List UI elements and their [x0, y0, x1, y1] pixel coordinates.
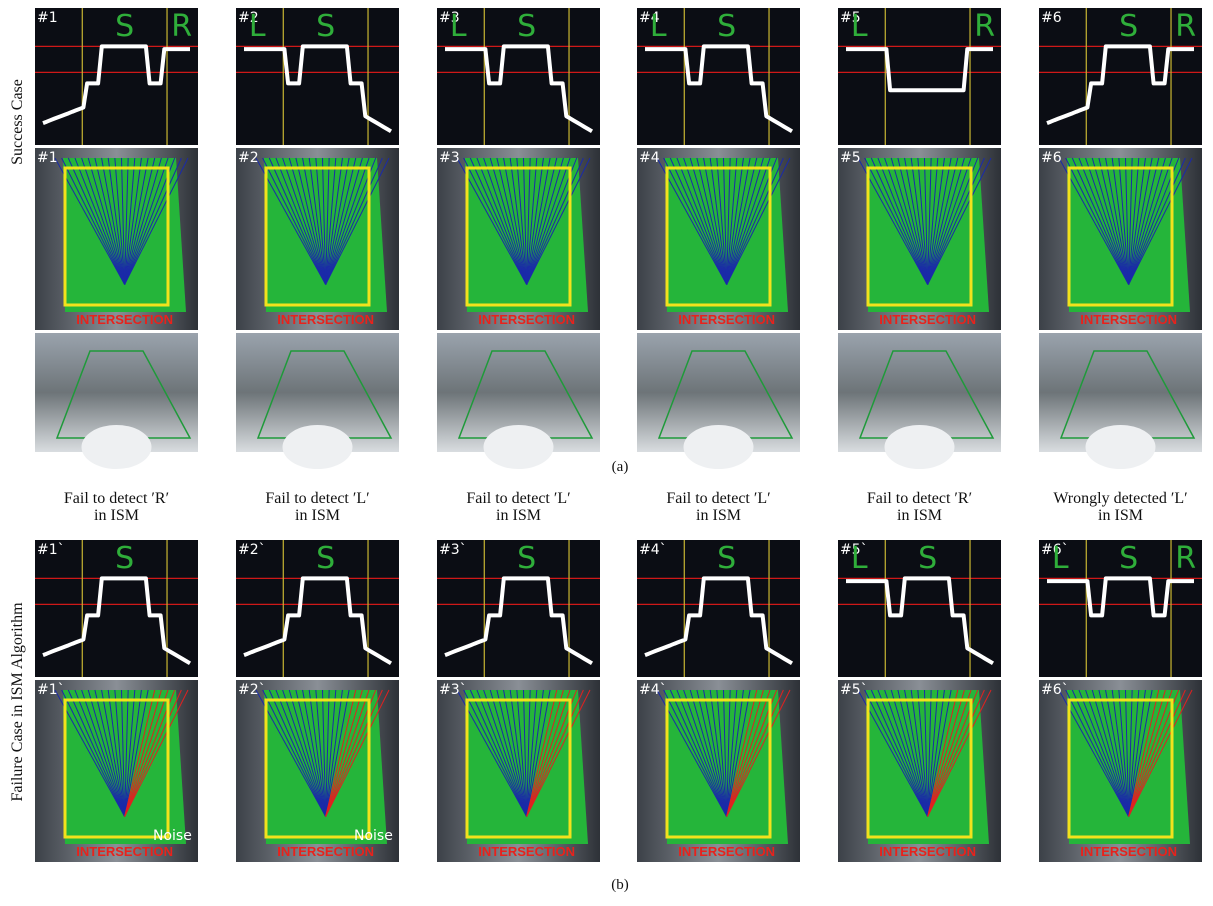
direction-letter: L: [851, 541, 868, 576]
direction-letter: S: [316, 9, 335, 44]
panel-id: #2: [238, 150, 259, 166]
case-caption: in ISM: [94, 507, 139, 524]
noise-label: Noise: [354, 828, 393, 844]
panel-id: #2`: [238, 542, 266, 558]
vehicle-hood: [484, 425, 554, 469]
direction-letter: S: [1119, 541, 1138, 576]
panel-id: #4`: [639, 682, 667, 698]
case-caption: Fail to detect ′L′: [265, 490, 369, 507]
panel-id: #1`: [37, 682, 65, 698]
section-label: (b): [611, 877, 629, 893]
case-caption: in ISM: [1098, 507, 1143, 524]
direction-letter: L: [249, 9, 266, 44]
direction-letter: S: [918, 541, 937, 576]
direction-letter: L: [851, 9, 868, 44]
panel-id: #6: [1041, 150, 1062, 166]
vehicle-hood: [82, 425, 152, 469]
intersection-tag: INTERSECTION: [76, 844, 173, 859]
panel-id: #3: [439, 150, 460, 166]
vehicle-hood: [283, 425, 353, 469]
intersection-tag: INTERSECTION: [678, 844, 775, 859]
panel-id: #1: [37, 10, 58, 26]
panel-id: #5: [840, 150, 861, 166]
direction-letter: S: [717, 541, 736, 576]
direction-letter: S: [517, 541, 536, 576]
direction-letter: R: [974, 9, 995, 44]
case-caption: Wrongly detected ′L′: [1053, 490, 1187, 507]
row-label: Success Case: [9, 79, 26, 165]
intersection-tag: INTERSECTION: [1080, 844, 1177, 859]
direction-letter: S: [316, 541, 335, 576]
direction-letter: R: [1175, 541, 1196, 576]
direction-letter: R: [171, 9, 192, 44]
case-caption: Fail to detect ′L′: [466, 490, 570, 507]
case-caption: in ISM: [897, 507, 942, 524]
case-caption: in ISM: [295, 507, 340, 524]
noise-label: Noise: [153, 828, 192, 844]
case-caption: in ISM: [496, 507, 541, 524]
vehicle-hood: [1086, 425, 1156, 469]
direction-letter: L: [1052, 541, 1069, 576]
intersection-tag: INTERSECTION: [879, 844, 976, 859]
direction-letter: L: [450, 9, 467, 44]
section-label: (a): [612, 459, 629, 475]
panel-id: #6: [1041, 10, 1062, 26]
direction-letter: L: [650, 9, 667, 44]
direction-letter: S: [115, 9, 134, 44]
panel-id: #6`: [1041, 682, 1069, 698]
case-caption: Fail to detect ′L′: [666, 490, 770, 507]
panel-id: #1: [37, 150, 58, 166]
intersection-tag: INTERSECTION: [1080, 312, 1177, 327]
panel-id: #5`: [840, 682, 868, 698]
case-caption: in ISM: [696, 507, 741, 524]
row-label: Failure Case in ISM Algorithm: [9, 602, 26, 802]
panel-id: #2`: [238, 682, 266, 698]
intersection-tag: INTERSECTION: [478, 844, 575, 859]
figure: Success Case Failure Case in ISM Algorit…: [0, 0, 1213, 906]
direction-letter: S: [717, 9, 736, 44]
case-caption: Fail to detect ′R′: [64, 490, 169, 507]
intersection-tag: INTERSECTION: [678, 312, 775, 327]
vehicle-hood: [684, 425, 754, 469]
direction-letter: S: [517, 9, 536, 44]
direction-letter: S: [1119, 9, 1138, 44]
intersection-tag: INTERSECTION: [277, 312, 374, 327]
panel-id: #4: [639, 150, 660, 166]
panel-id: #3`: [439, 542, 467, 558]
vehicle-hood: [885, 425, 955, 469]
direction-letter: R: [1175, 9, 1196, 44]
panel-id: #3`: [439, 682, 467, 698]
intersection-tag: INTERSECTION: [879, 312, 976, 327]
intersection-tag: INTERSECTION: [277, 844, 374, 859]
direction-letter: S: [115, 541, 134, 576]
case-caption: Fail to detect ′R′: [867, 490, 972, 507]
intersection-tag: INTERSECTION: [478, 312, 575, 327]
panel-id: #4`: [639, 542, 667, 558]
panel-id: #1`: [37, 542, 65, 558]
intersection-tag: INTERSECTION: [76, 312, 173, 327]
